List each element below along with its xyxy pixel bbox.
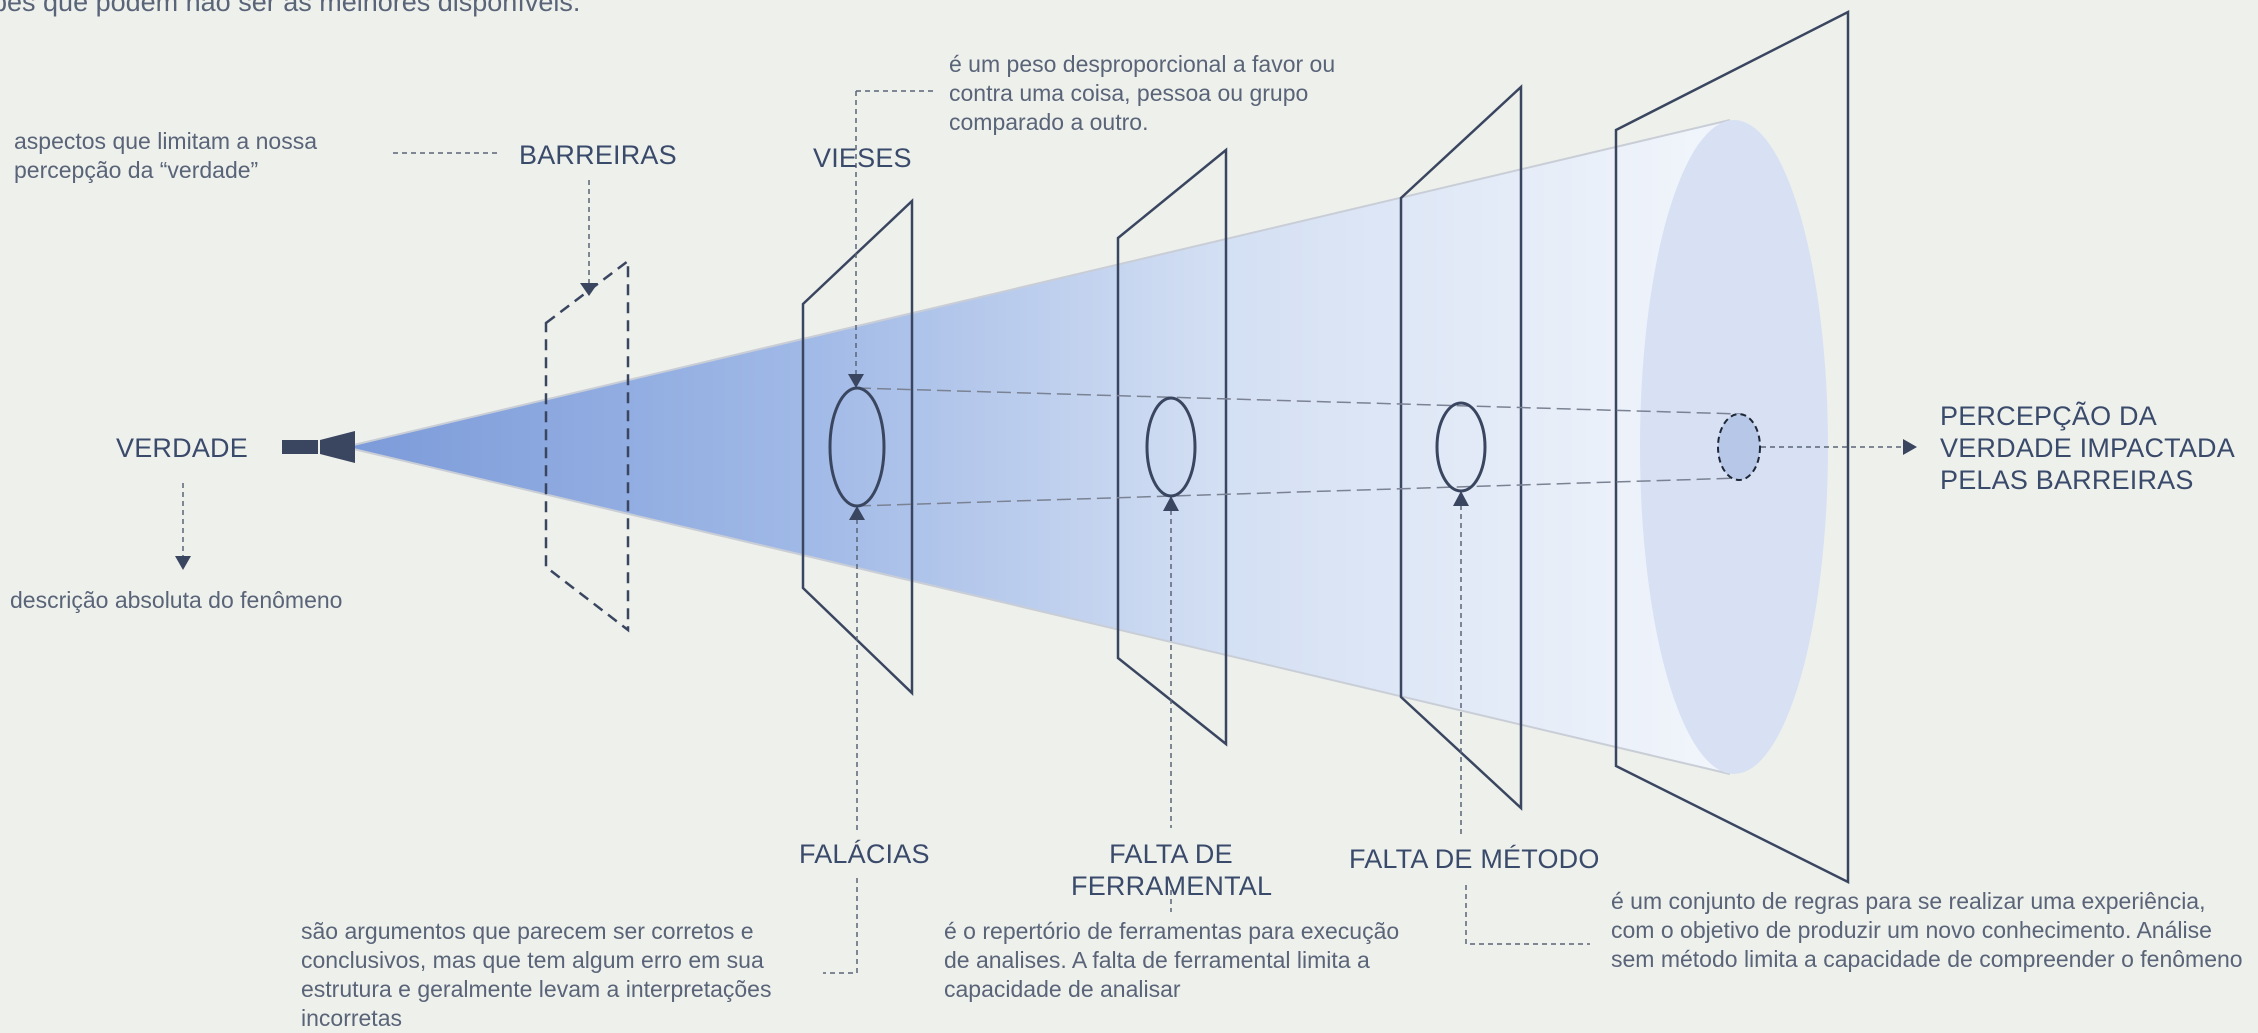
biases-description: é um peso desproporcional a favor ou con… bbox=[949, 51, 1336, 135]
tooling-label: FALTA DE FERRAMENTAL bbox=[1071, 839, 1273, 901]
tooling-arrow-icon bbox=[1163, 496, 1179, 511]
method-frame bbox=[1399, 84, 1523, 811]
perception-label: PERCEPÇÃO DA VERDADE IMPACTADA PELAS BAR… bbox=[1940, 401, 2234, 495]
beam-edge-top bbox=[344, 119, 1731, 448]
tooling-description: é o repertório de ferramentas para execu… bbox=[944, 918, 1400, 1002]
top-cropped-text: bes que podem não ser as melhores dispon… bbox=[0, 0, 581, 17]
fallacies-label: FALÁCIAS bbox=[799, 839, 930, 869]
method-arrow-icon bbox=[1453, 491, 1469, 506]
biases-label: VIESES bbox=[813, 143, 912, 173]
beam-edge-bottom bbox=[344, 446, 1731, 775]
truth-description: descrição absoluta do fenômeno bbox=[10, 587, 343, 613]
fallacies-arrow-icon bbox=[849, 506, 865, 520]
method-lower-pointer bbox=[1465, 885, 1590, 945]
truth-label: VERDADE bbox=[116, 433, 248, 463]
bias-fallacy-frame bbox=[801, 198, 914, 696]
flashlight-icon bbox=[282, 431, 355, 463]
fallacies-lower-pointer bbox=[823, 878, 858, 974]
final-frame bbox=[1614, 9, 1850, 885]
fallacies-description: são argumentos que parecem ser corretos … bbox=[301, 918, 772, 1031]
method-description: é um conjunto de regras para se realizar… bbox=[1611, 888, 2243, 972]
truth-arrow-icon bbox=[175, 556, 191, 570]
perception-arrow-icon bbox=[1903, 439, 1917, 455]
barrier-frame-dashed bbox=[544, 258, 630, 633]
barriers-description: aspectos que limitam a nossa percepção d… bbox=[14, 128, 317, 183]
perception-line-bottom bbox=[856, 477, 1741, 507]
light-beam-cone bbox=[345, 120, 1730, 774]
biases-arrow-icon bbox=[848, 374, 864, 388]
tooling-frame bbox=[1116, 147, 1228, 747]
perception-line-top bbox=[856, 387, 1741, 415]
perceived-truth-ellipse bbox=[1717, 413, 1761, 481]
method-label: FALTA DE MÉTODO bbox=[1349, 844, 1600, 874]
barriers-arrow-icon bbox=[580, 283, 598, 296]
barriers-label: BARREIRAS bbox=[519, 140, 677, 170]
